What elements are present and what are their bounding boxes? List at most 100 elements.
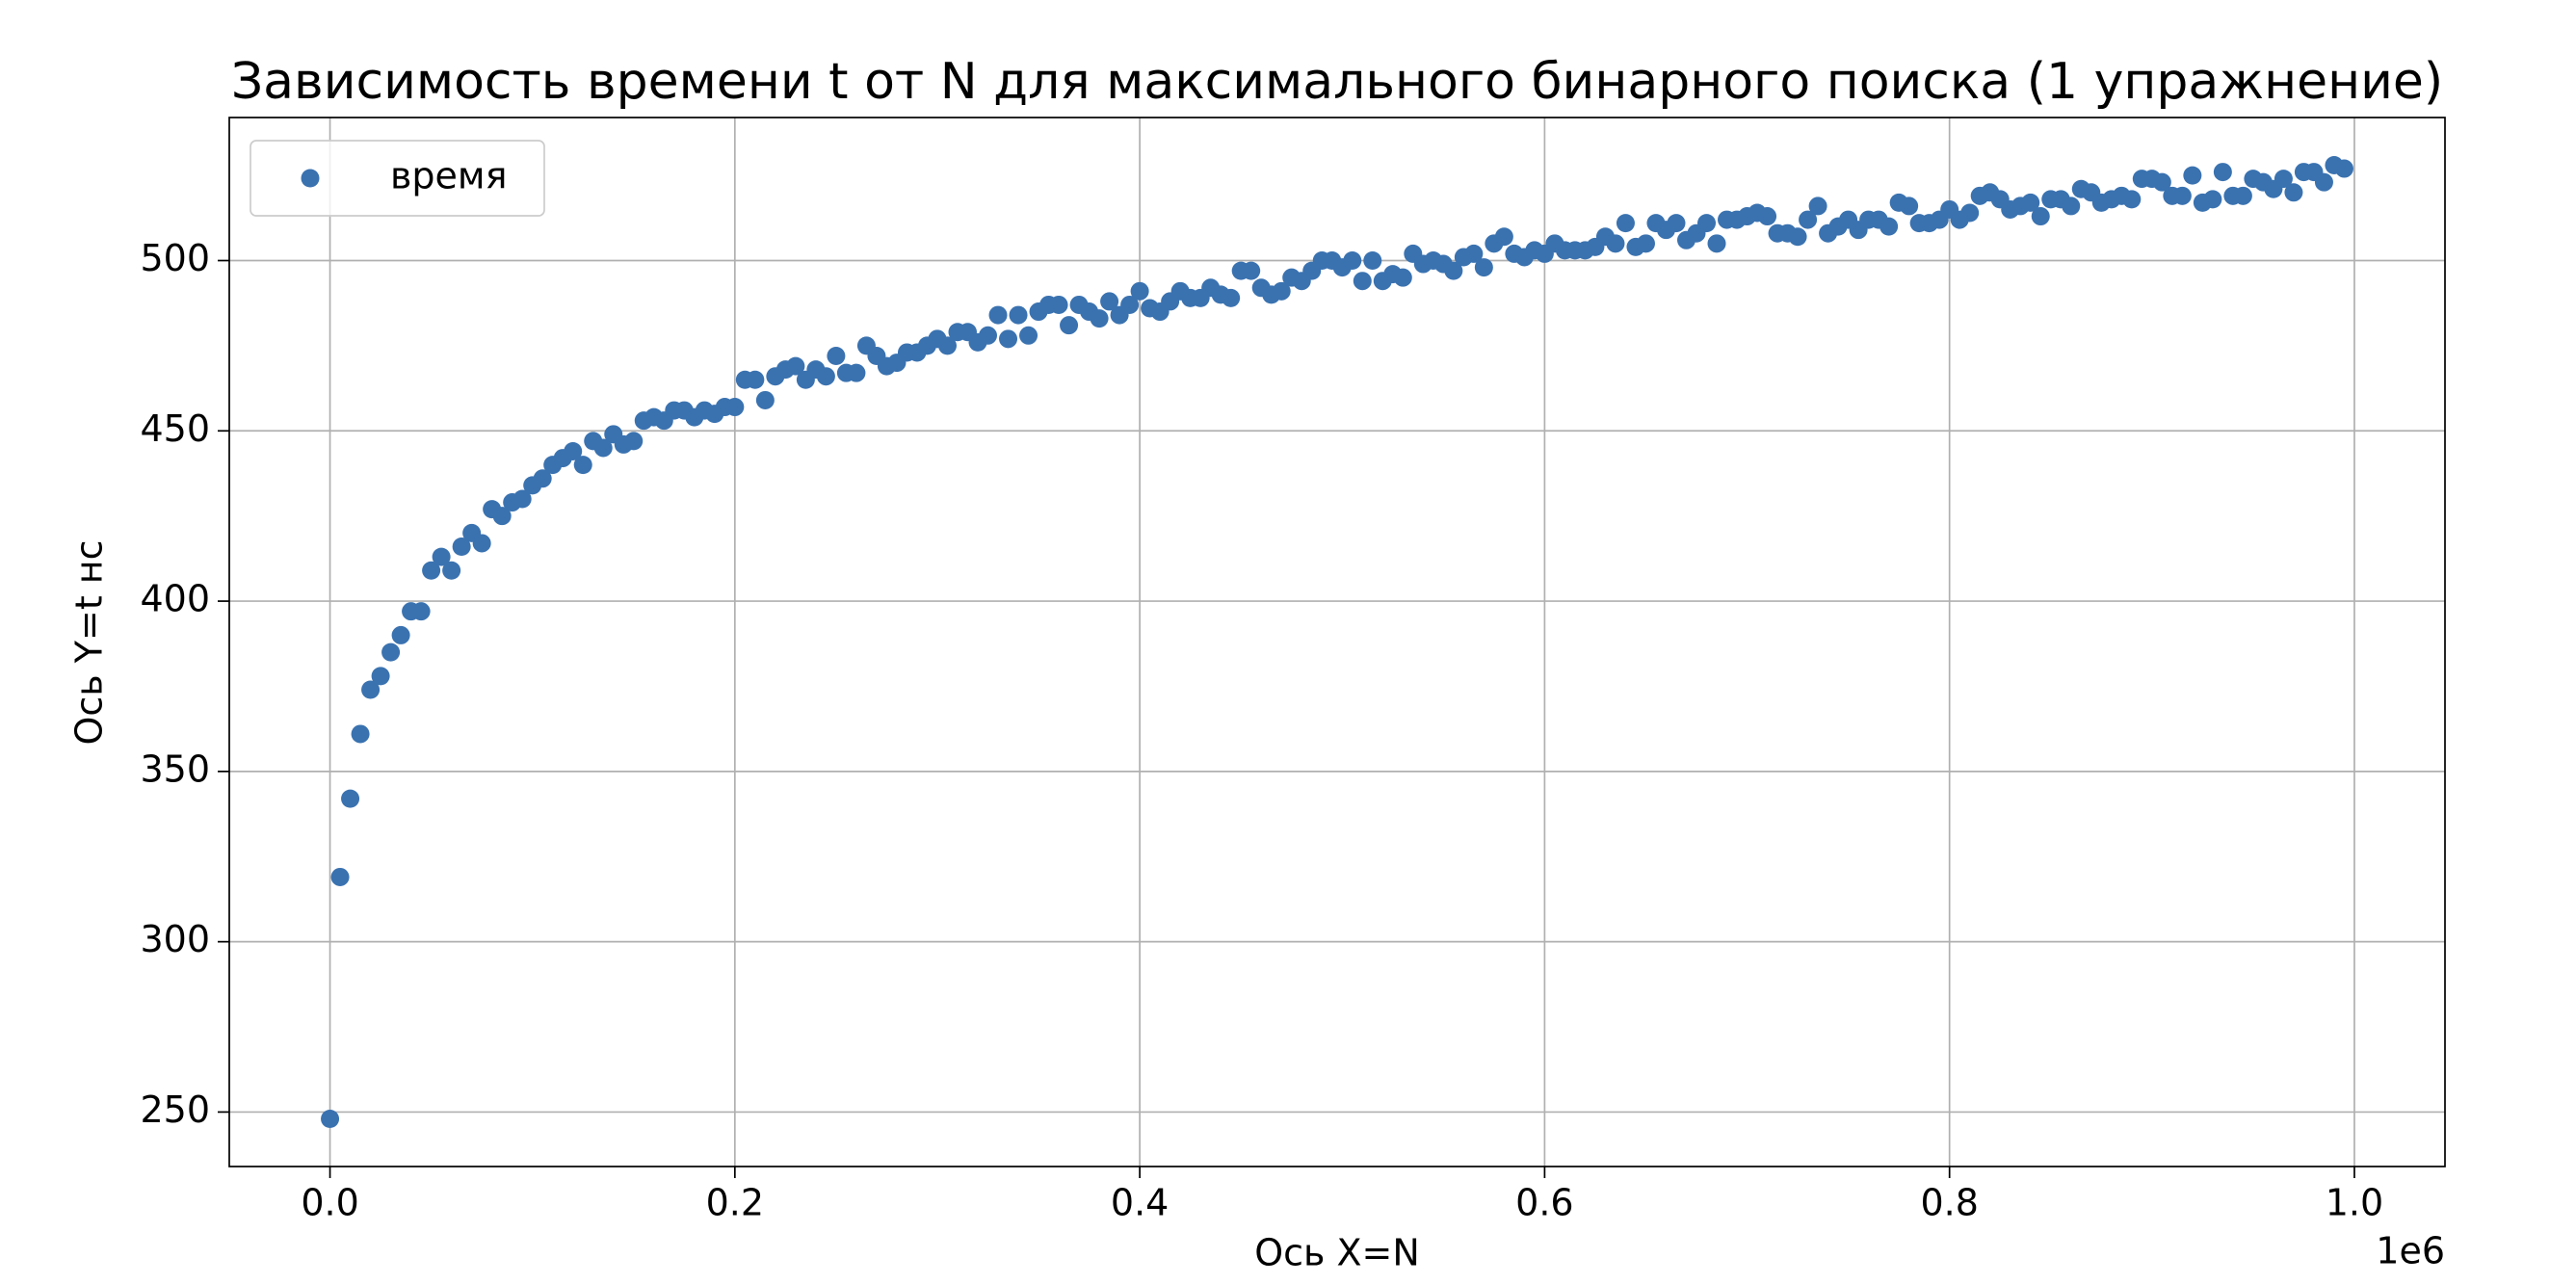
point bbox=[1222, 288, 1241, 307]
y-tick-label: 250 bbox=[140, 1088, 210, 1131]
y-tick-label: 450 bbox=[140, 407, 210, 450]
point bbox=[593, 438, 613, 458]
point bbox=[1636, 234, 1655, 253]
point bbox=[573, 456, 592, 475]
y-tick-label: 300 bbox=[140, 918, 210, 960]
point bbox=[1606, 234, 1625, 253]
point bbox=[371, 667, 390, 686]
point bbox=[1799, 210, 1818, 229]
point bbox=[2152, 172, 2171, 192]
point bbox=[533, 469, 552, 488]
point bbox=[1464, 244, 1484, 263]
point bbox=[472, 534, 491, 553]
point bbox=[2172, 186, 2192, 205]
point bbox=[725, 398, 745, 417]
point bbox=[2031, 207, 2050, 226]
x-tick-label: 1.0 bbox=[2326, 1182, 2383, 1224]
y-tick-label: 500 bbox=[140, 237, 210, 279]
point bbox=[2233, 186, 2252, 205]
point bbox=[381, 642, 401, 662]
y-axis-label: Ось Y=t нс bbox=[68, 539, 111, 745]
point bbox=[1667, 214, 1686, 233]
point bbox=[2213, 163, 2232, 182]
point bbox=[937, 336, 957, 355]
point bbox=[341, 789, 360, 808]
y-tick-label: 350 bbox=[140, 747, 210, 790]
point bbox=[755, 390, 775, 409]
point bbox=[1353, 272, 1372, 291]
plot-frame bbox=[228, 117, 2446, 1167]
point bbox=[1900, 197, 1919, 216]
x-tick-label: 0.4 bbox=[1111, 1182, 1169, 1224]
chart-title: Зависимость времени t от N для максималь… bbox=[231, 53, 2443, 111]
point bbox=[442, 561, 461, 580]
point bbox=[1393, 268, 1412, 287]
point bbox=[1697, 214, 1717, 233]
point bbox=[1444, 261, 1463, 280]
point bbox=[1343, 251, 1362, 270]
point bbox=[816, 367, 835, 386]
point bbox=[988, 305, 1008, 325]
point bbox=[564, 442, 583, 460]
point bbox=[1707, 234, 1726, 253]
point bbox=[351, 724, 370, 744]
x-tick-label: 0.6 bbox=[1515, 1182, 1573, 1224]
legend-box bbox=[250, 140, 545, 217]
point bbox=[1060, 316, 1079, 335]
point bbox=[1474, 258, 1493, 277]
point bbox=[1272, 281, 1291, 301]
point bbox=[422, 561, 441, 580]
point bbox=[2062, 197, 2081, 216]
point bbox=[411, 602, 431, 621]
point bbox=[1494, 227, 1513, 247]
point bbox=[1363, 251, 1382, 270]
x-axis-label: Ось X=N bbox=[1254, 1232, 1420, 1274]
point bbox=[1009, 305, 1028, 325]
point bbox=[1242, 261, 1261, 280]
point bbox=[1090, 309, 1109, 328]
point bbox=[2334, 159, 2353, 178]
point bbox=[827, 347, 846, 365]
point bbox=[1120, 295, 1140, 314]
point bbox=[624, 432, 644, 451]
point bbox=[847, 363, 866, 382]
point bbox=[1019, 326, 1038, 345]
point bbox=[330, 867, 350, 886]
point bbox=[1808, 197, 1827, 216]
point bbox=[2274, 170, 2293, 189]
x-tick-label: 0.0 bbox=[301, 1182, 358, 1224]
x-offset-label: 1e6 bbox=[2376, 1230, 2445, 1272]
point bbox=[1788, 227, 1807, 247]
point bbox=[2122, 190, 2142, 209]
point bbox=[2203, 190, 2222, 209]
point bbox=[1879, 217, 1899, 236]
point bbox=[361, 680, 381, 699]
point bbox=[2314, 172, 2333, 192]
point bbox=[1960, 203, 1980, 223]
point bbox=[2021, 193, 2040, 212]
point bbox=[1049, 295, 1068, 314]
y-tick-label: 400 bbox=[140, 578, 210, 620]
legend-label: время bbox=[390, 155, 507, 197]
point bbox=[1758, 207, 1777, 226]
point bbox=[786, 356, 805, 376]
point bbox=[492, 507, 512, 526]
legend-marker bbox=[301, 169, 320, 188]
point bbox=[999, 329, 1018, 349]
point bbox=[1130, 281, 1149, 301]
point bbox=[746, 370, 765, 389]
point bbox=[2284, 183, 2303, 202]
point bbox=[452, 538, 471, 556]
point bbox=[321, 1110, 340, 1128]
point bbox=[513, 489, 532, 509]
point bbox=[1100, 292, 1119, 311]
point bbox=[979, 326, 998, 345]
x-tick-label: 0.8 bbox=[1920, 1182, 1978, 1224]
point bbox=[1616, 214, 1635, 233]
x-tick-label: 0.2 bbox=[706, 1182, 764, 1224]
point bbox=[2183, 166, 2202, 185]
point bbox=[432, 547, 451, 566]
point bbox=[391, 625, 410, 644]
